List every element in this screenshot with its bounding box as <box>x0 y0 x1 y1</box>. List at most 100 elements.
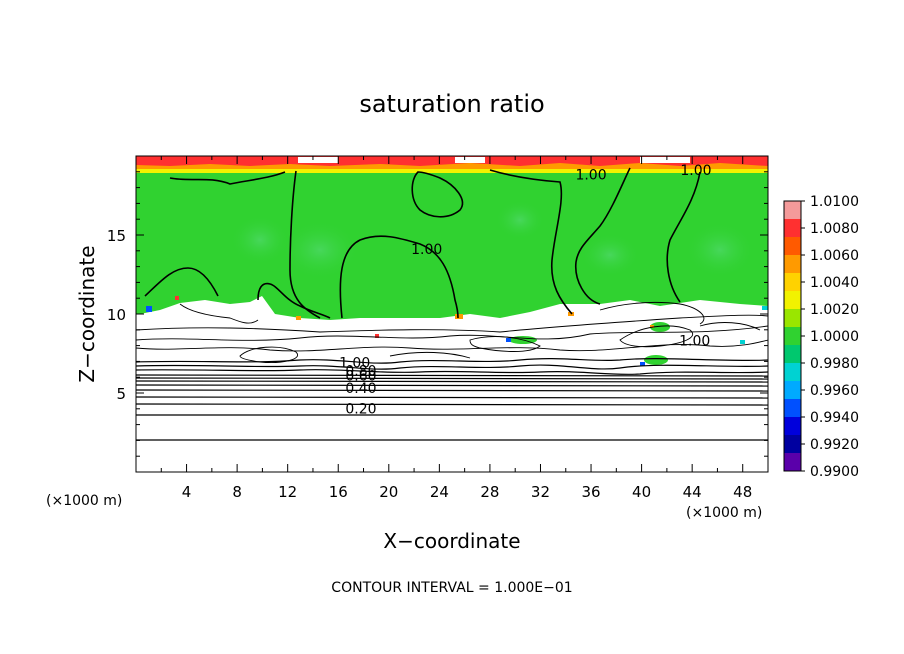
cyan-speck <box>740 340 745 344</box>
colorbar-swatch <box>784 363 801 382</box>
blue-speck <box>640 362 645 366</box>
colorbar-label: 1.0000 <box>810 329 859 345</box>
contour-line <box>575 167 631 305</box>
contour-line <box>699 322 761 331</box>
contour-line <box>136 396 768 399</box>
contour-line <box>136 357 768 364</box>
contour-line <box>136 377 768 380</box>
colorbar-swatch <box>784 273 801 292</box>
contour-line <box>136 369 768 375</box>
contour-lines-lower <box>136 357 768 441</box>
contour-line <box>136 364 768 370</box>
contour-interval-note: CONTOUR INTERVAL = 1.000E−01 <box>331 580 572 596</box>
colorbar-swatch <box>784 291 801 310</box>
colorbar-swatch <box>784 327 801 346</box>
colorbar-label: 1.0020 <box>810 302 859 318</box>
contour-label: 1.00 <box>680 163 711 179</box>
x-tick-label: 20 <box>379 483 398 501</box>
contour-line <box>136 389 768 392</box>
colorbar-swatch <box>784 255 801 274</box>
contour-line <box>136 374 768 377</box>
x-tick-label: 24 <box>430 483 449 501</box>
x-unit-left: (×1000 m) <box>46 493 122 509</box>
contour-line <box>339 235 459 319</box>
y-tick-label: 10 <box>107 306 126 324</box>
contour-line <box>136 325 768 341</box>
y-tick-label: 15 <box>107 227 126 245</box>
contour-lines-upper <box>144 167 701 319</box>
colorbar-swatch <box>784 309 801 328</box>
colorbar-swatch <box>784 237 801 256</box>
colorbar-label: 1.0080 <box>810 221 859 237</box>
colorbar-swatch <box>784 399 801 418</box>
x-tick-label: 32 <box>531 483 550 501</box>
x-tick-label: 16 <box>329 483 348 501</box>
contour-line <box>179 303 259 324</box>
contour-label: 1.00 <box>339 356 370 372</box>
colorbar-label: 1.0040 <box>810 275 859 291</box>
x-tick-label: 28 <box>480 483 499 501</box>
x-tick-label: 48 <box>733 483 752 501</box>
colorbar-label: 0.9900 <box>810 464 859 480</box>
contour-line <box>136 403 768 406</box>
colorbar-swatch <box>784 381 801 400</box>
contour-line <box>389 351 471 359</box>
colorbar-swatch <box>784 435 801 454</box>
contour-label: 0.40 <box>345 381 376 397</box>
red-speck <box>175 296 179 300</box>
contour-label: 0.60 <box>345 368 376 384</box>
contour-label: 1.00 <box>679 334 710 350</box>
green-patch <box>230 215 290 265</box>
cyan-speck <box>762 306 768 310</box>
colorbar-label: 0.9940 <box>810 410 859 426</box>
contour-label: 0.80 <box>345 364 376 380</box>
colorbar: 1.0100 1.0080 1.0060 1.0040 1.0020 1.0000 0.99… <box>783 194 859 480</box>
green-patch <box>580 233 640 277</box>
orange-speck <box>455 314 463 319</box>
green-patch-in-cloud <box>644 355 668 365</box>
red-speck <box>375 334 379 338</box>
x-axis-label: X−coordinate <box>383 529 520 553</box>
colorbar-swatch <box>784 417 801 436</box>
contour-label: 1.00 <box>575 168 606 184</box>
x-tick-label: 12 <box>278 483 297 501</box>
contour-line <box>489 169 573 315</box>
contour-labels: 1.000.800.600.400.201.001.001.001.00 <box>339 163 711 418</box>
green-saturation-region <box>136 170 768 320</box>
colorbar-label: 1.0100 <box>810 194 859 210</box>
x-tick-label: 36 <box>581 483 600 501</box>
colorbar-label: 1.0060 <box>810 248 859 264</box>
colorbar-label: 0.9920 <box>810 437 859 453</box>
colorbar-label: 0.9980 <box>810 356 859 372</box>
contour-line <box>136 384 768 387</box>
contour-line <box>619 325 693 348</box>
colorbar-swatch <box>784 219 801 238</box>
x-tick-label: 44 <box>683 483 702 501</box>
contour-line <box>599 301 705 325</box>
x-axis-ticks: 4 8 12 16 20 24 28 32 36 40 44 48 <box>160 156 752 501</box>
orange-speck <box>296 316 301 320</box>
y-axis-label: Z−coordinate <box>75 245 99 382</box>
y-axis-ticks: 5 10 15 <box>107 171 768 457</box>
chart-title: saturation ratio <box>359 90 544 118</box>
contour-line <box>666 171 701 303</box>
green-patch <box>280 220 360 280</box>
white-spot <box>640 157 690 163</box>
contour-line <box>169 171 286 185</box>
colorbar-label: 0.9960 <box>810 383 859 399</box>
green-patch <box>685 222 755 278</box>
blue-speck <box>146 306 152 312</box>
colorbar-swatch <box>784 345 801 364</box>
plot-area: 1.000.800.600.400.201.001.001.001.00 <box>136 156 768 472</box>
tropopause-yellow-band <box>136 169 768 173</box>
white-spot <box>455 157 485 163</box>
x-tick-label: 8 <box>232 483 242 501</box>
contour-line <box>136 314 768 333</box>
x-tick-label: 40 <box>632 483 651 501</box>
y-tick-label: 5 <box>116 385 126 403</box>
colorbar-swatch <box>784 453 801 472</box>
green-patch-in-cloud <box>650 322 670 332</box>
contour-line <box>257 282 331 319</box>
white-spot <box>298 157 338 163</box>
